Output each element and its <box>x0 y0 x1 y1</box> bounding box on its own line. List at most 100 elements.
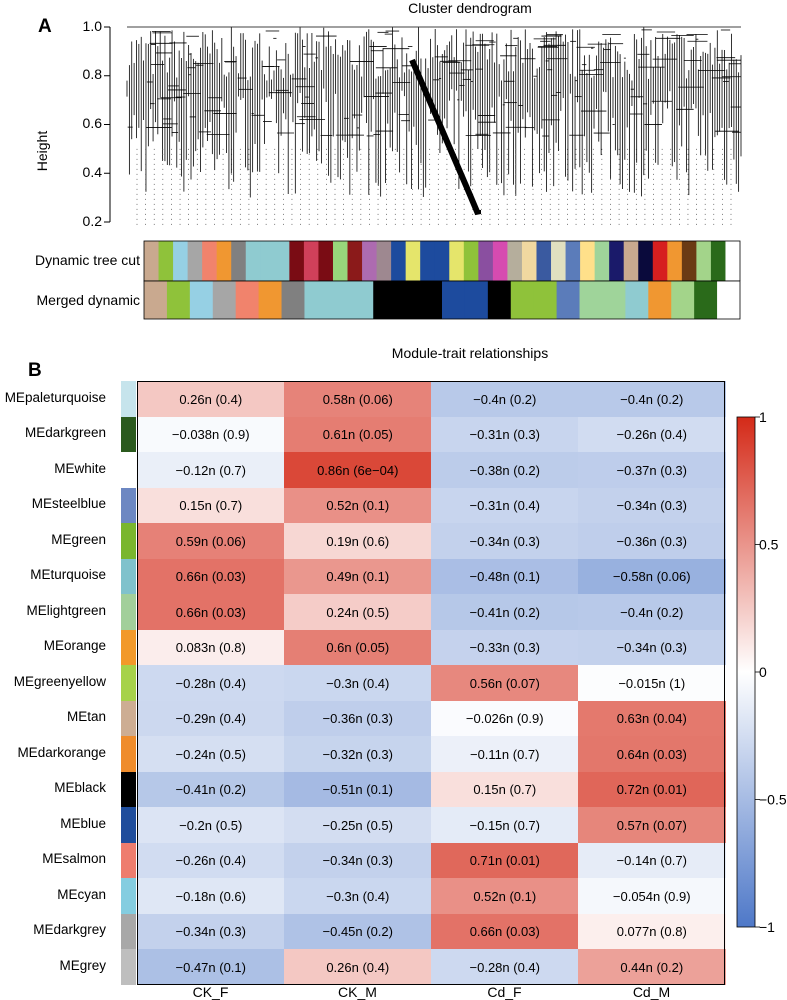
dynamic-track-segment <box>667 241 683 281</box>
dendrogram-title: Cluster dendrogram <box>408 0 532 16</box>
heatmap-cell: 0.66n (0.03) <box>137 594 285 630</box>
module-color-swatch <box>121 913 136 950</box>
dynamic-track-segment <box>638 241 654 281</box>
module-color-swatch <box>121 842 136 879</box>
row-label-megreen: MEgreen <box>51 531 106 547</box>
module-color-swatch <box>121 416 136 453</box>
heatmap-cell: 0.077n (0.8) <box>578 913 726 950</box>
module-color-swatch <box>121 665 136 701</box>
colorbar-gradient <box>736 416 756 928</box>
heatmap-cell: −0.2n (0.5) <box>137 807 285 843</box>
merged-track-border <box>143 280 741 320</box>
dynamic-track-segment <box>507 241 523 281</box>
heatmap-cell: −0.3n (0.4) <box>284 665 432 701</box>
heatmap-cell: −0.48n (0.1) <box>431 558 579 595</box>
module-color-swatch <box>121 558 136 595</box>
heatmap-cell: −0.41n (0.2) <box>431 594 579 630</box>
module-color-swatch <box>121 700 136 737</box>
ytick-1-0: 1.0 <box>82 18 102 34</box>
dynamic-track-segment <box>652 241 668 281</box>
heatmap-cell: −0.41n (0.2) <box>137 771 285 808</box>
heatmap-cell: 0.56n (0.07) <box>431 665 579 701</box>
ytick-0-4: 0.4 <box>82 164 102 180</box>
heatmap-cell: −0.38n (0.2) <box>431 452 579 488</box>
heatmap-cell: −0.31n (0.3) <box>431 416 579 453</box>
dynamic-track-segment <box>231 241 247 281</box>
dynamic-track-segment <box>260 241 276 281</box>
dynamic-track-segment <box>289 241 305 281</box>
dynamic-track-segment <box>187 241 203 281</box>
heatmap-title: Module-trait relationships <box>391 345 549 361</box>
dynamic-track-segment <box>478 241 494 281</box>
heatmap-cell: −0.31n (0.4) <box>431 487 579 524</box>
heatmap-cell: −0.36n (0.3) <box>284 700 432 737</box>
dendrogram-branches <box>126 26 742 198</box>
row-label-mewhite: MEwhite <box>54 460 106 476</box>
heatmap-cell: −0.34n (0.3) <box>431 523 579 559</box>
heatmap-cell: −0.3n (0.4) <box>284 878 432 914</box>
module-color-swatch <box>121 523 136 559</box>
heatmap-cell: −0.45n (0.2) <box>284 913 432 950</box>
dynamic-track-segment <box>609 241 625 281</box>
heatmap-cell: −0.026n (0.9) <box>431 700 579 737</box>
module-color-swatch <box>121 452 136 488</box>
dynamic-track-segment <box>492 241 508 281</box>
merged-track-segment <box>648 281 672 319</box>
column-label-ck_f: CK_F <box>192 984 229 1000</box>
heatmap-cell: 0.15n (0.7) <box>137 487 285 524</box>
row-label-medarkorange: MEdarkorange <box>17 744 106 760</box>
dynamic-track-segment <box>434 241 450 281</box>
dendrogram-dense-cluster <box>409 58 481 216</box>
heatmap-cell: −0.4n (0.2) <box>578 594 726 630</box>
color-tracks <box>143 240 741 320</box>
heatmap-cell: 0.6n (0.05) <box>284 629 432 666</box>
heatmap-cell: −0.12n (0.7) <box>137 452 285 488</box>
panel-a-label: A <box>38 16 52 37</box>
heatmap-cell: 0.61n (0.05) <box>284 416 432 453</box>
heatmap-cell: 0.24n (0.5) <box>284 594 432 630</box>
dynamic-track-segment <box>216 241 232 281</box>
module-color-swatch <box>121 949 136 985</box>
heatmap-cell: −0.14n (0.7) <box>578 842 726 879</box>
heatmap-cell: −0.58n (0.06) <box>578 558 726 595</box>
heatmap-cell: −0.29n (0.4) <box>137 700 285 737</box>
row-label-meturquoise: MEturquoise <box>30 567 106 583</box>
dynamic-track-segment <box>391 241 407 281</box>
heatmap-cell: 0.64n (0.03) <box>578 736 726 772</box>
merged-track-segment <box>258 281 283 319</box>
merged-track-segment <box>717 281 741 319</box>
dynamic-track-segment <box>303 241 319 281</box>
merged-track-segment <box>235 281 260 319</box>
dynamic-track-segment <box>565 241 581 281</box>
dynamic-track-segment <box>144 241 160 281</box>
dynamic-track-segment <box>681 241 697 281</box>
heatmap-cell: 0.19n (0.6) <box>284 523 432 559</box>
module-color-swatch <box>121 594 136 630</box>
heatmap-cell: −0.33n (0.3) <box>431 629 579 666</box>
row-label-mesalmon: MEsalmon <box>42 851 106 867</box>
column-label-cd_f: Cd_F <box>487 984 522 1000</box>
heatmap-cell: 0.44n (0.2) <box>578 949 726 985</box>
heatmap-cell: −0.15n (0.7) <box>431 807 579 843</box>
dynamic-track-segment <box>463 241 479 281</box>
heatmap-cell: −0.34n (0.3) <box>137 913 285 950</box>
merged-track-segment <box>350 281 374 319</box>
heatmap-cell: −0.11n (0.7) <box>431 736 579 772</box>
dynamic-track-segment <box>318 241 334 281</box>
dynamic-track-segment <box>696 241 712 281</box>
row-label-megrey: MEgrey <box>59 957 106 973</box>
module-color-swatch <box>121 771 136 808</box>
colorbar-tick-label: 0 <box>759 664 767 680</box>
merged-track-segment <box>625 281 649 319</box>
merged-track-segment <box>579 281 603 319</box>
dynamic-track-segment <box>521 241 537 281</box>
heatmap-cell: −0.25n (0.5) <box>284 807 432 843</box>
heatmap-cell: −0.038n (0.9) <box>137 416 285 453</box>
heatmap-cell: 0.66n (0.03) <box>431 913 579 950</box>
heatmap-cell: −0.18n (0.6) <box>137 878 285 914</box>
row-label-mesteelblue: MEsteelblue <box>31 496 106 512</box>
column-label-cd_m: Cd_M <box>632 984 671 1000</box>
heatmap-cell: −0.34n (0.3) <box>578 629 726 666</box>
ytick-0-6: 0.6 <box>82 115 102 131</box>
